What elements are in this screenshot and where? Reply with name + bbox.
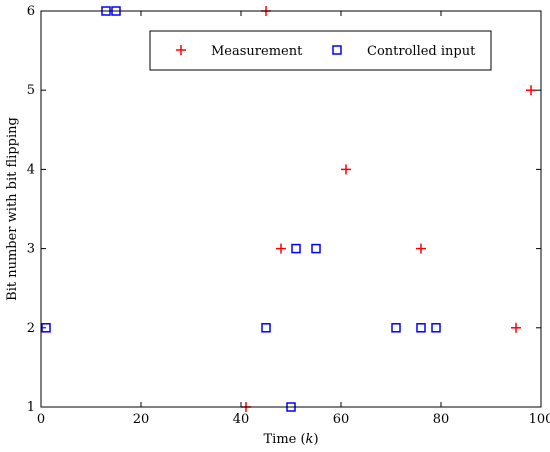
y-tick-label: 3 bbox=[27, 242, 35, 257]
y-tick-label: 6 bbox=[27, 4, 35, 19]
y-axis-label: Bit number with bit flipping bbox=[5, 117, 20, 301]
x-tick-label: 0 bbox=[37, 412, 45, 427]
y-tick-label: 4 bbox=[27, 162, 35, 177]
y-tick-label: 2 bbox=[27, 321, 35, 336]
x-axis-label: Time (k) bbox=[263, 432, 318, 447]
legend-label-controlled-input: Controlled input bbox=[367, 44, 476, 59]
y-tick-label: 1 bbox=[27, 400, 35, 415]
x-tick-label: 60 bbox=[333, 412, 350, 427]
x-tick-label: 40 bbox=[233, 412, 250, 427]
x-tick-label: 80 bbox=[433, 412, 450, 427]
y-tick-label: 5 bbox=[27, 83, 35, 98]
x-tick-label: 100 bbox=[529, 412, 550, 427]
legend: Measurement Controlled input bbox=[150, 31, 491, 70]
x-tick-label: 20 bbox=[133, 412, 150, 427]
legend-label-measurement: Measurement bbox=[211, 44, 303, 59]
